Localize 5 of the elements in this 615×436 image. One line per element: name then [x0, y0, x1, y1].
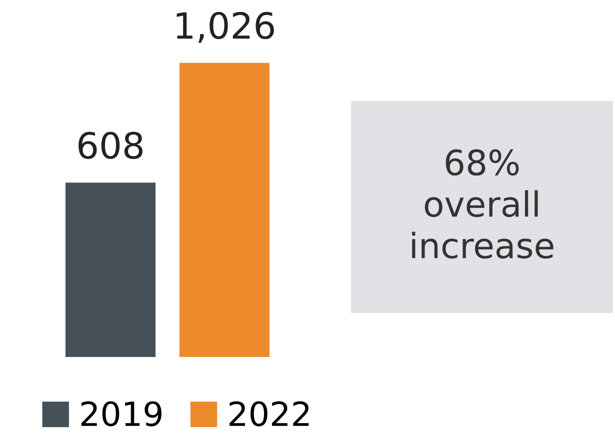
data-label: 1,026 — [176, 12, 274, 43]
legend-label: 2022 — [230, 401, 309, 426]
data-label: 608 — [78, 132, 142, 160]
text: 68% overall increase — [412, 149, 554, 259]
legend-label: 2019 — [81, 401, 162, 426]
